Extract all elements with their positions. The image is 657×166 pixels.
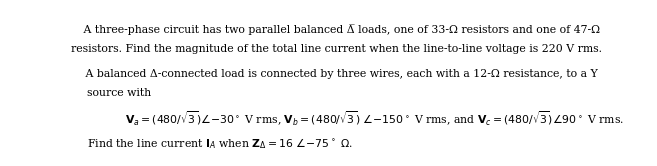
Text: $\mathbf{V}_a = (480/\sqrt{3})\angle{-30^\circ}$ V rms, $\mathbf{V}_b = (480/\sq: $\mathbf{V}_a = (480/\sqrt{3})\angle{-30…	[125, 110, 625, 128]
Text: resistors. Find the magnitude of the total line current when the line-to-line vo: resistors. Find the magnitude of the tot…	[71, 43, 602, 54]
Text: A balanced Δ-connected load is connected by three wires, each with a 12-Ω resist: A balanced Δ-connected load is connected…	[76, 69, 598, 79]
Text: Find the line current $\mathbf{I}_A$ when $\mathbf{Z}_\Delta = 16$ $\angle{-75^\: Find the line current $\mathbf{I}_A$ whe…	[87, 136, 353, 151]
Text: source with: source with	[87, 88, 151, 98]
Text: A three-phase circuit has two parallel balanced Δ̅ loads, one of 33-Ω resistors : A three-phase circuit has two parallel b…	[73, 24, 600, 35]
